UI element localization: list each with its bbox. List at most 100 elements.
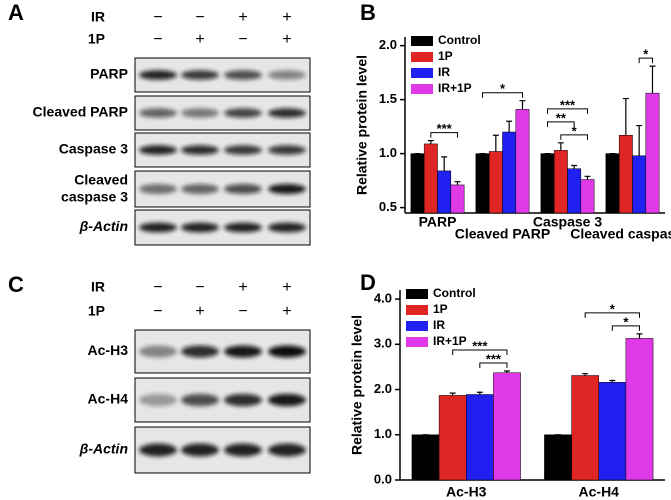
significance-label: *** [486,351,502,366]
blot-band [139,393,177,407]
treatment-sign: + [195,303,204,320]
blot-row-label: PARP [90,66,128,82]
blot-band [224,345,262,358]
panel-label: D [360,270,376,295]
treatment-label: IR [91,279,105,295]
panel-label: C [8,272,24,297]
blot-band [268,345,306,358]
blot-band [181,345,219,358]
y-tick-label: 4.0 [374,290,392,305]
bar [580,179,595,214]
treatment-label: 1P [88,303,105,319]
legend-label: IR+1P [433,334,467,348]
legend-label: IR+1P [438,81,472,95]
legend-swatch [406,289,428,299]
blot-row-label: Cleaved caspase 3 [61,171,128,204]
panel-label: B [360,0,376,25]
treatment-sign: + [282,9,291,26]
treatment-sign: + [238,9,247,26]
bar [625,338,654,481]
blot-row-label-line: caspase 3 [61,188,128,204]
blot-band [268,70,306,80]
blot-band [181,145,219,155]
bar [553,150,568,214]
significance-label: * [500,81,506,96]
blot-band [181,393,219,407]
bar [466,394,494,481]
significance-bracket [611,325,640,331]
treatment-label: 1P [88,31,105,47]
blot-row-label: β-Actin [79,441,128,457]
significance-label: * [643,47,649,62]
significance-bracket [547,121,575,127]
bar [540,153,555,214]
legend-swatch [406,321,428,331]
blot-band [224,393,262,407]
significance-label: ** [556,110,567,125]
panel-label: A [8,0,24,25]
blot-row-label: Ac-H3 [88,342,129,358]
blot-band [139,443,177,457]
significance-bracket [547,108,588,114]
bar [437,170,452,214]
x-tick-label: Ac-H3 [446,484,487,500]
error-bar [582,373,589,376]
error-bar [636,333,643,339]
legend-swatch [411,52,433,62]
legend-label: Control [438,33,481,47]
x-tick-label: Caspase 3 [533,214,602,230]
treatment-sign: − [153,9,162,26]
treatment-sign: + [282,279,291,296]
significance-bracket [430,132,458,138]
y-tick-label: 1.5 [379,91,397,106]
legend-swatch [411,68,433,78]
blot-band [224,183,262,195]
legend-label: Control [433,286,476,300]
error-bar [506,120,513,133]
blot-band [224,108,262,118]
error-bar [454,181,461,185]
bar [515,109,530,214]
bar [567,168,582,214]
error-bar [571,164,578,169]
legend-label: IR [438,65,450,79]
blot-band [268,145,306,155]
blot-band [268,108,306,118]
bar [438,395,467,481]
blot-row-label: Caspase 3 [59,141,128,157]
significance-label: *** [472,338,488,353]
treatment-label: IR [91,9,105,25]
blot-row-label: Ac-H4 [88,391,129,407]
significance-label: * [610,301,616,316]
legend-label: 1P [433,302,448,316]
error-bar [636,124,643,156]
treatment-sign: + [238,279,247,296]
treatment-sign: − [238,31,247,48]
error-bar [492,134,499,152]
bar [410,153,425,214]
blot-band [268,222,306,233]
blot-band [181,70,219,80]
treatment-sign: − [153,279,162,296]
blot-band [224,145,262,155]
bar [632,155,647,214]
significance-label: *** [437,121,453,136]
y-tick-label: 1.0 [379,145,397,160]
bar [571,375,600,481]
treatment-sign: − [153,303,162,320]
bar [645,92,660,214]
error-bar [557,142,564,151]
error-bar [622,97,629,136]
significance-bracket [560,134,588,140]
treatment-sign: − [195,279,204,296]
blot-band [139,183,177,195]
blot-band [268,183,306,195]
y-tick-label: 3.0 [374,336,392,351]
blot-row-label: β-Actin [79,218,128,234]
bar [488,151,503,214]
blot-band [139,145,177,155]
legend-swatch [406,337,428,347]
error-bar [609,379,616,383]
blot-band [224,222,262,233]
